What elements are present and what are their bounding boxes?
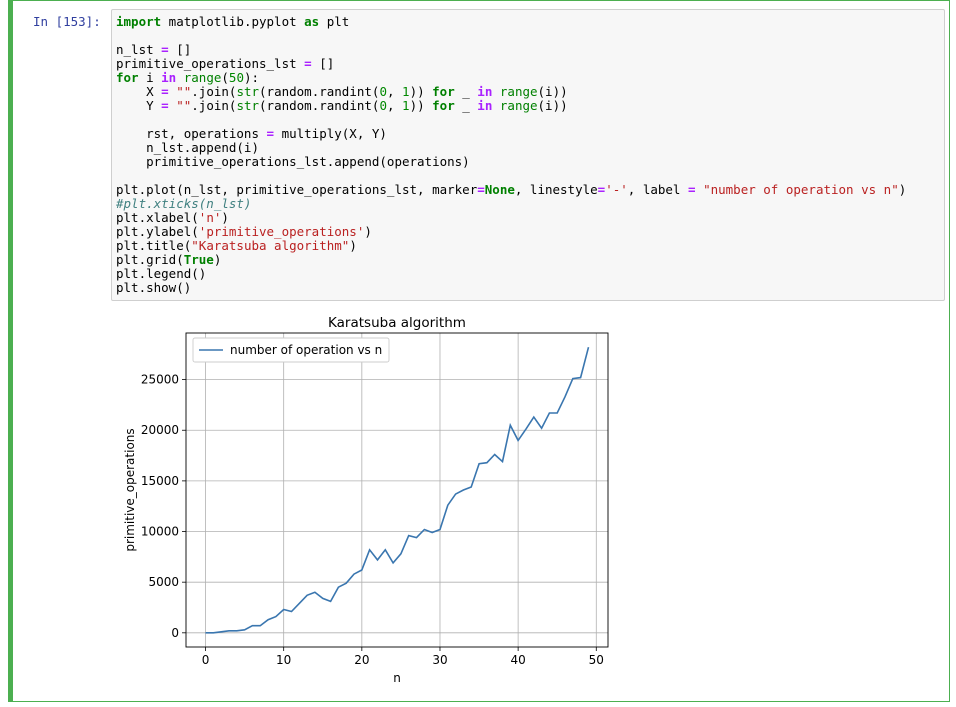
cell-prompt: In [153]: <box>33 14 101 29</box>
cell-output: Karatsuba algorithm 0 5000 10000 15000 20000… <box>111 306 631 696</box>
code-line: plt.legend() <box>116 266 207 281</box>
code-editor[interactable]: import matplotlib.pyplot as plt n_lst = … <box>111 9 945 301</box>
code-line: rst, operations = multiply(X, Y) <box>116 126 387 141</box>
code-line: plt.title("Karatsuba algorithm") <box>116 238 357 253</box>
legend-box <box>192 337 390 363</box>
y-tick-label: 0 <box>171 626 179 640</box>
y-ticks: 0 5000 10000 15000 20000 25000 <box>141 373 186 640</box>
x-ticks: 0 10 20 30 40 50 <box>202 647 604 667</box>
plot-frame <box>185 332 609 648</box>
x-tick-label: 0 <box>202 653 210 667</box>
legend: number of operation vs n <box>192 337 390 363</box>
x-axis-label: n <box>393 671 401 685</box>
code-line: plt.grid(True) <box>116 252 222 267</box>
code-line: #plt.xticks(n_lst) <box>116 196 252 211</box>
y-tick-label: 5000 <box>148 575 179 589</box>
code-line: for i in range(50): <box>116 70 260 85</box>
code-line: primitive_operations_lst.append(operatio… <box>116 154 470 169</box>
series-line <box>205 346 590 634</box>
y-tick-label: 10000 <box>141 525 179 539</box>
x-tick-label: 50 <box>589 653 604 667</box>
x-tick-label: 30 <box>432 653 447 667</box>
chart: Karatsuba algorithm 0 5000 10000 15000 20000… <box>123 315 609 685</box>
x-tick-label: 40 <box>510 653 525 667</box>
code-line: Y = "".join(str(random.randint(0, 1)) fo… <box>116 98 568 113</box>
code-text[interactable]: import matplotlib.pyplot as plt n_lst = … <box>116 15 906 295</box>
y-tick-label: 25000 <box>141 373 179 387</box>
code-line: n_lst.append(i) <box>116 140 259 155</box>
code-line: plt.ylabel('primitive_operations') <box>116 224 372 239</box>
code-line: plt.xlabel('n') <box>116 210 229 225</box>
grid-lines <box>186 333 608 647</box>
code-line: plt.show() <box>116 280 192 295</box>
x-tick-label: 20 <box>354 653 369 667</box>
y-tick-label: 15000 <box>141 474 179 488</box>
code-line: primitive_operations_lst = [] <box>116 56 335 71</box>
code-line: plt.plot(n_lst, primitive_operations_lst… <box>116 182 907 197</box>
y-tick-label: 20000 <box>141 423 179 437</box>
chart-title: Karatsuba algorithm <box>328 315 466 331</box>
x-tick-label: 10 <box>276 653 291 667</box>
code-line: import matplotlib.pyplot as plt <box>116 14 350 29</box>
y-axis-label: primitive_operations <box>123 428 137 551</box>
code-line: X = "".join(str(random.randint(0, 1)) fo… <box>116 84 568 99</box>
legend-label: number of operation vs n <box>230 343 382 357</box>
code-line: n_lst = [] <box>116 42 192 57</box>
